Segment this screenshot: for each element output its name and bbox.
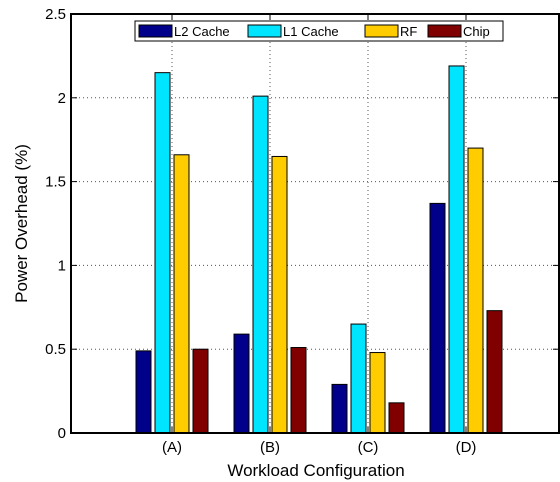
bar-rf-3 [467,147,484,434]
legend-label: Chip [463,24,490,39]
legend-swatch-l1-cache [247,24,282,38]
x-tick-label: (A) [162,439,182,456]
bar-chip-3 [486,310,503,434]
bar-rf-0 [173,154,190,434]
legend-box [134,20,504,42]
legend: L2 Cache L1 Cache RF Chip [134,20,504,42]
legend-swatch-l2-cache [138,24,173,38]
grid-lines [71,14,559,433]
y-tick-label: 1 [58,257,66,274]
bar-chip-0 [192,348,209,434]
bars-group [135,65,503,434]
bar-chip-1 [290,347,307,434]
plot-frame [70,13,560,434]
bar-chip-2 [388,402,405,434]
x-tick-label: (D) [456,439,477,456]
legend-swatch-chip [427,24,462,38]
bar-l2-cache-2 [331,383,348,434]
bar-l2-cache-0 [135,350,152,434]
y-tick-label: 2.5 [45,6,66,23]
x-axis-ticks: (A) (B) (C) (D) [162,14,476,456]
bar-l1-cache-2 [350,323,367,434]
y-tick-label: 0 [58,425,66,442]
bar-l1-cache-1 [252,95,269,434]
legend-label: RF [400,24,417,39]
y-axis-ticks: 0 0.5 1 1.5 2 2.5 [45,6,559,442]
legend-label: L1 Cache [283,24,339,39]
legend-swatch-rf [364,24,399,38]
y-tick-label: 1.5 [45,174,66,191]
x-tick-label: (B) [260,439,280,456]
bar-rf-1 [271,155,288,434]
legend-label: L2 Cache [174,24,230,39]
y-tick-label: 2 [58,90,66,107]
x-tick-label: (C) [358,439,379,456]
bar-rf-2 [369,352,386,434]
y-axis-title: Power Overhead (%) [12,144,31,303]
bar-l2-cache-1 [233,333,250,434]
bar-l1-cache-0 [154,72,171,434]
x-axis-title: Workload Configuration [227,461,404,480]
bar-l2-cache-3 [429,202,446,434]
y-tick-label: 0.5 [45,341,66,358]
bar-l1-cache-3 [448,65,465,434]
